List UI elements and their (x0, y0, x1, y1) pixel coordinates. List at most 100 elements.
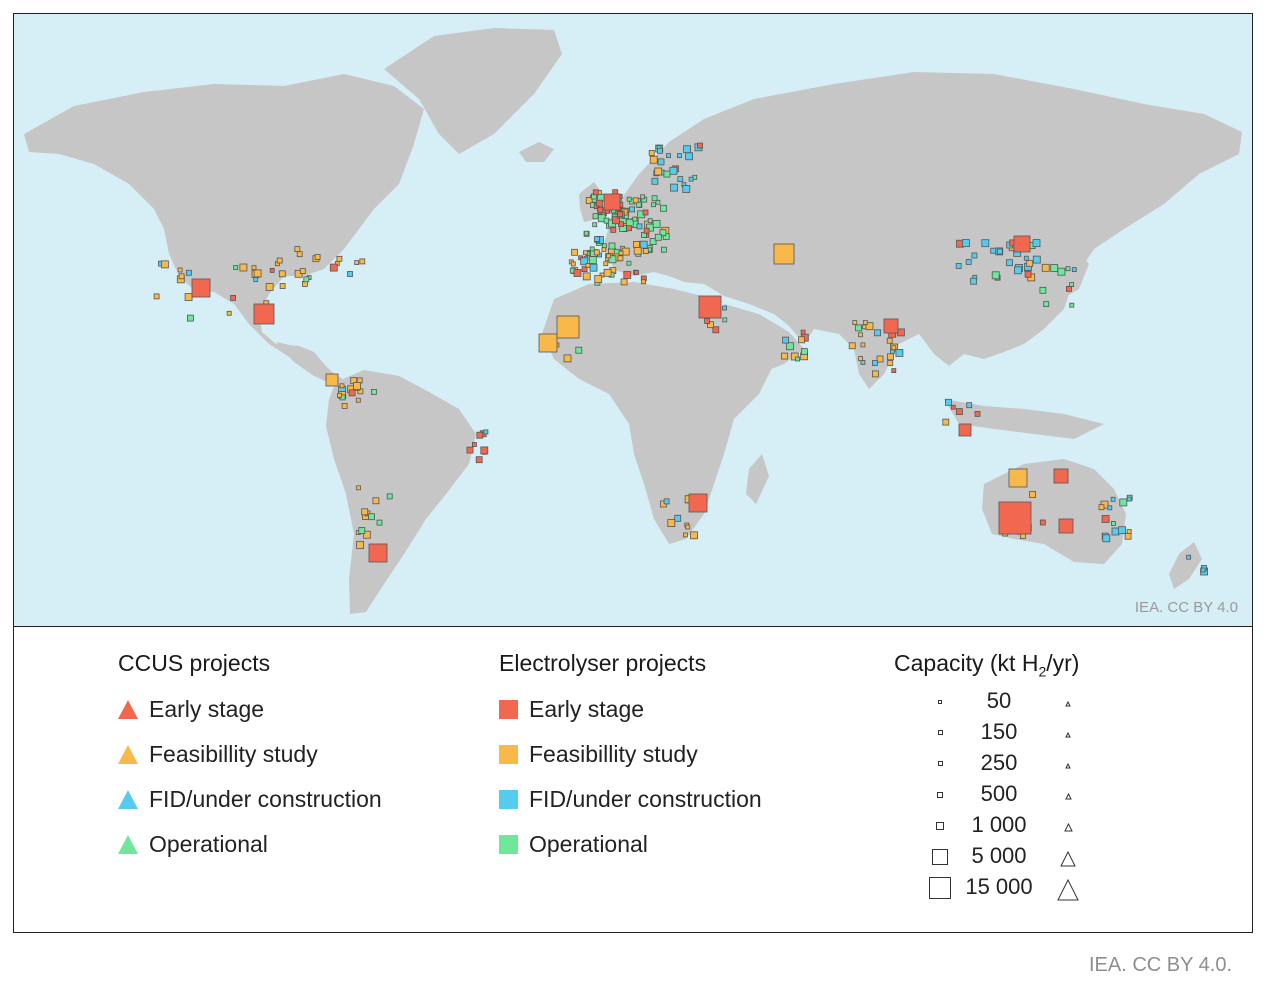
project-marker (670, 183, 678, 192)
project-marker (592, 213, 599, 220)
project-marker (874, 329, 881, 337)
project-marker (659, 229, 667, 237)
square-operational-icon (499, 835, 518, 854)
legend-ccus-fid: FID/under construction (118, 777, 382, 822)
project-marker (1026, 260, 1034, 267)
project-marker (1126, 496, 1132, 502)
project-marker (722, 317, 728, 323)
project-marker (945, 398, 952, 406)
project-marker (476, 431, 484, 439)
capacity-title-suffix: /yr) (1046, 650, 1080, 676)
project-marker (581, 266, 588, 273)
project-marker (593, 249, 600, 256)
project-marker (583, 250, 588, 256)
project-marker (890, 349, 895, 355)
project-marker (253, 303, 275, 325)
project-marker (370, 388, 377, 395)
project-marker (1039, 286, 1047, 294)
world-map (14, 14, 1252, 627)
project-marker (781, 352, 788, 360)
project-marker (329, 263, 338, 272)
project-marker (801, 348, 808, 356)
project-marker (782, 336, 789, 344)
project-marker (955, 262, 962, 269)
project-marker (230, 294, 237, 301)
project-marker (592, 222, 598, 228)
legend-electrolyser-title: Electrolyser projects (499, 650, 707, 676)
project-marker (795, 356, 800, 362)
project-marker (649, 238, 657, 246)
project-marker (337, 392, 343, 398)
project-marker (1118, 526, 1126, 535)
project-marker (991, 271, 1000, 280)
project-marker (641, 279, 646, 285)
capacity-value: 15 000 (965, 873, 1033, 899)
capacity-triangle-icon (1064, 792, 1072, 800)
legend-ccus-feasibility-label: Feasibillity study (149, 741, 318, 767)
project-marker (636, 223, 643, 230)
project-marker (690, 531, 698, 540)
land-north-america (24, 74, 424, 370)
project-marker (588, 256, 597, 265)
project-marker (603, 193, 621, 211)
project-marker (858, 332, 863, 338)
project-marker (339, 383, 345, 389)
project-marker (1111, 520, 1116, 526)
capacity-square-icon (937, 730, 943, 736)
legend-electrolyser-fid-label: FID/under construction (529, 786, 762, 812)
figure-frame: IEA. CC BY 4.0 CCUS projects Early stage… (13, 13, 1253, 933)
project-marker (649, 155, 658, 164)
project-marker (962, 239, 970, 248)
project-marker (722, 305, 727, 311)
project-marker (361, 508, 369, 516)
project-marker (651, 202, 656, 208)
project-marker (253, 277, 259, 282)
project-marker (1013, 235, 1031, 253)
project-marker (683, 145, 691, 154)
project-marker (618, 250, 624, 256)
project-marker (597, 207, 604, 214)
legend-electrolyser-early: Early stage (499, 687, 762, 732)
land-new-zealand (1169, 542, 1202, 589)
project-marker (887, 353, 894, 361)
project-marker (998, 501, 1032, 535)
project-marker (876, 355, 884, 363)
capacity-row: 5 000 (894, 841, 1079, 872)
project-marker (895, 348, 904, 357)
project-marker (575, 346, 583, 354)
project-marker (669, 166, 678, 175)
project-marker (617, 255, 624, 262)
project-marker (1126, 529, 1132, 534)
project-marker (1032, 255, 1041, 264)
project-marker (625, 218, 634, 227)
project-marker (153, 293, 160, 300)
project-marker (632, 197, 639, 204)
project-marker (1107, 505, 1113, 511)
project-marker (563, 354, 572, 363)
legend-ccus-title: CCUS projects (118, 650, 271, 676)
project-marker (594, 236, 600, 242)
project-marker (278, 270, 286, 278)
project-marker (341, 402, 348, 409)
project-marker (475, 456, 483, 464)
capacity-value: 50 (986, 687, 1012, 713)
project-marker (617, 211, 623, 218)
legend-divider (14, 626, 1252, 627)
project-marker (585, 263, 591, 268)
project-marker (325, 373, 339, 387)
project-marker (1102, 534, 1111, 543)
capacity-row: 500 (894, 779, 1079, 810)
project-marker (570, 261, 576, 267)
capacity-square-icon (937, 761, 943, 767)
capacity-square-icon (929, 876, 951, 899)
project-marker (538, 333, 558, 353)
project-marker (356, 541, 365, 549)
project-marker (279, 283, 286, 289)
land-greenland (384, 28, 562, 154)
project-marker (573, 269, 582, 277)
project-marker (652, 220, 661, 228)
triangle-fid-icon (118, 790, 138, 809)
project-marker (336, 255, 343, 262)
project-marker (642, 209, 649, 216)
project-marker (773, 243, 795, 265)
